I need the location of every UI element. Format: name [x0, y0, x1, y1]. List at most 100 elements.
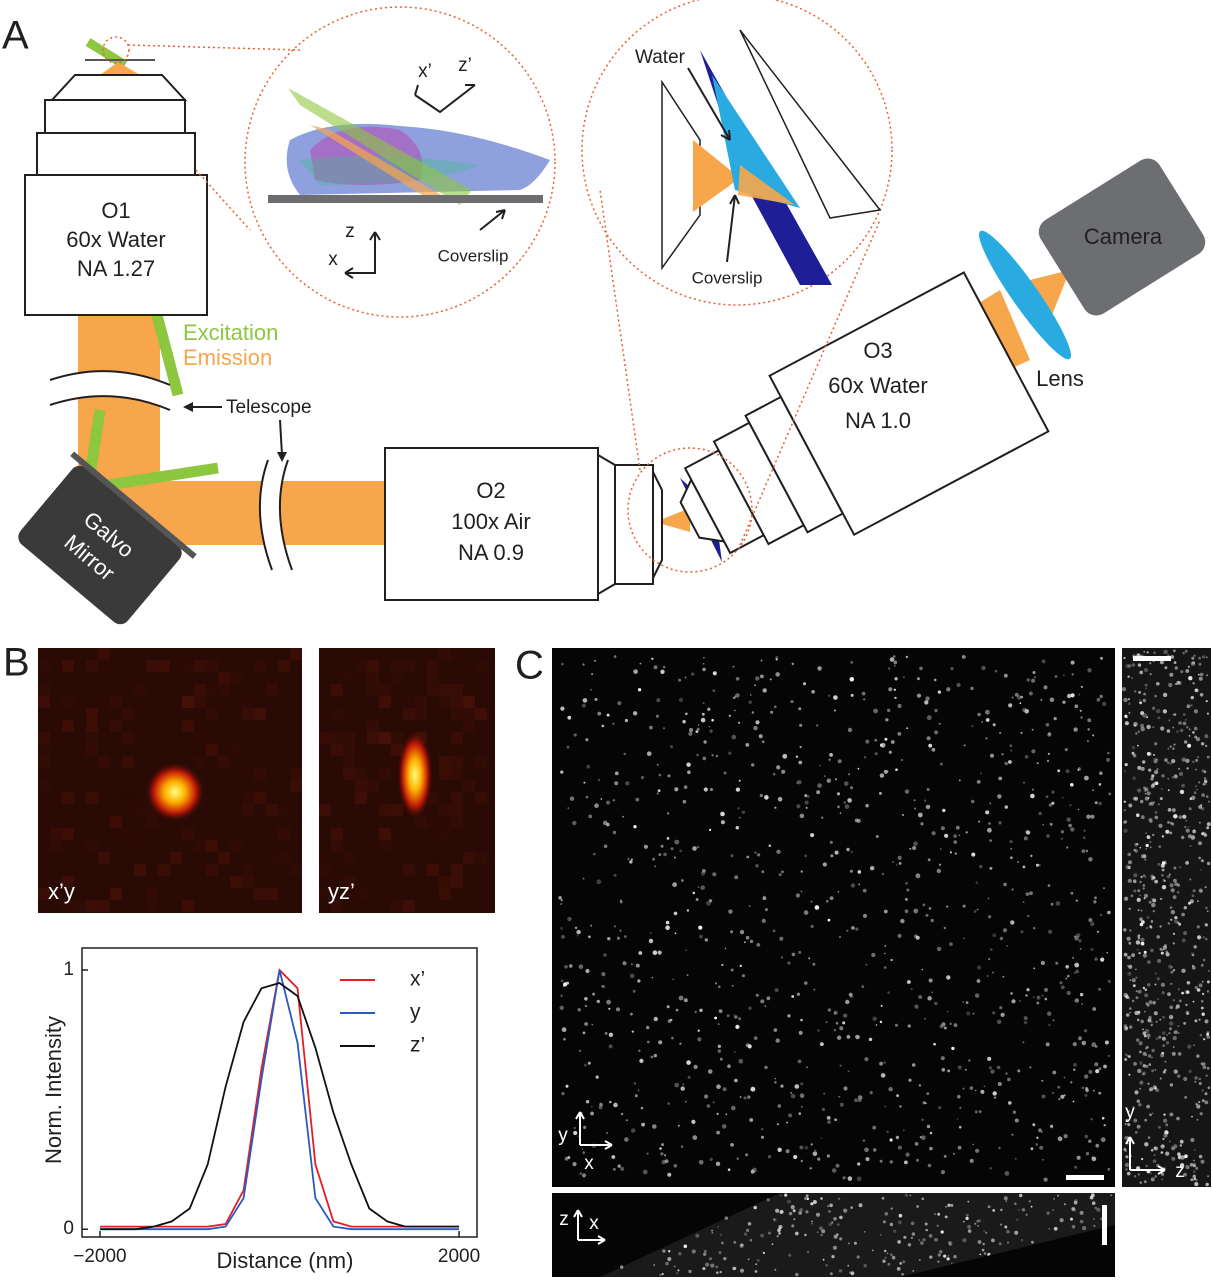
speckle [1077, 768, 1080, 771]
speckle [1070, 891, 1074, 895]
sample [100, 62, 140, 75]
speckle [1206, 1035, 1211, 1039]
speckle [596, 879, 602, 885]
speckle [732, 1266, 736, 1271]
speckle [1074, 998, 1080, 1003]
speckle [1070, 660, 1075, 665]
noise-pixel [331, 684, 343, 696]
zoom-guides [102, 0, 893, 573]
speckle [678, 678, 682, 682]
speckle [1151, 1112, 1154, 1115]
speckle [1183, 1022, 1186, 1025]
speckle [1199, 672, 1204, 677]
speckle [1128, 997, 1130, 1000]
speckle [803, 910, 809, 915]
speckle [1029, 1066, 1032, 1069]
speckle [790, 700, 794, 704]
speckle [1144, 787, 1149, 792]
speckle [886, 1252, 889, 1255]
break-line [258, 459, 293, 571]
speckle [1158, 823, 1163, 828]
speckle [1150, 784, 1155, 789]
speckle [1027, 914, 1030, 918]
speckle [1060, 985, 1065, 990]
speckle [1125, 1118, 1129, 1122]
speckle [885, 718, 889, 722]
speckle [1146, 916, 1150, 919]
speckle [775, 672, 780, 677]
speckle [784, 1193, 788, 1197]
speckle [1134, 1131, 1138, 1134]
speckle [1178, 815, 1183, 819]
speckle [850, 693, 854, 697]
speckle [582, 663, 585, 666]
speckle [944, 1215, 948, 1219]
break [259, 460, 292, 570]
speckle [1139, 894, 1141, 897]
speckle [1181, 991, 1184, 995]
speckle [925, 696, 930, 701]
speckle [1169, 1027, 1172, 1031]
speckle [1126, 1171, 1131, 1176]
noise-pixel [403, 660, 415, 672]
speckle [888, 1087, 893, 1092]
speckle [1098, 801, 1102, 806]
speckle [790, 1092, 792, 1094]
speckle [716, 1084, 721, 1089]
speckle [755, 720, 760, 725]
speckle [1206, 990, 1210, 993]
speckle [1030, 1205, 1033, 1208]
speckle [759, 793, 763, 798]
speckle [1128, 964, 1133, 969]
noise-pixel [391, 732, 403, 744]
speckle [777, 1104, 781, 1108]
speckle [989, 1167, 992, 1170]
speckle [1137, 934, 1140, 937]
speckle [1070, 827, 1075, 832]
speckle [1143, 667, 1149, 673]
speckle [1079, 947, 1082, 950]
speckle [781, 769, 786, 774]
speckle [1146, 835, 1151, 839]
speckle [810, 924, 814, 929]
speckle [857, 767, 860, 770]
speckle [1004, 1171, 1010, 1176]
speckle [800, 1018, 803, 1022]
objective-part [652, 471, 663, 579]
speckle [895, 1135, 900, 1140]
speckle [677, 1124, 680, 1127]
speckle [674, 839, 680, 845]
objective-part [597, 453, 616, 596]
speckle [651, 657, 654, 660]
speckle [616, 1007, 620, 1012]
speckle [937, 1260, 940, 1263]
speckle [1045, 723, 1050, 727]
psf-spot [397, 730, 433, 820]
speckle [857, 1098, 862, 1103]
noise-pixel [86, 900, 98, 912]
speckle [1052, 1070, 1057, 1075]
speckle [939, 1250, 943, 1254]
speckle [926, 715, 932, 721]
speckle [1011, 999, 1016, 1004]
speckle [898, 862, 902, 865]
arrow [687, 67, 731, 141]
noise-pixel [343, 768, 355, 780]
speckle [953, 834, 957, 838]
speckle [1070, 1217, 1073, 1221]
speckle [630, 1012, 633, 1016]
speckle [1100, 656, 1103, 660]
speckle [799, 1145, 804, 1150]
speckle [686, 1060, 691, 1065]
speckle [631, 963, 633, 966]
speckle [955, 825, 960, 830]
speckle [1172, 747, 1175, 750]
speckle [1087, 668, 1092, 673]
speckle [819, 1226, 823, 1231]
speckle [861, 985, 865, 988]
speckle [1059, 1218, 1064, 1223]
speckle [770, 710, 774, 714]
speckle [946, 975, 951, 980]
speckle [733, 1014, 736, 1016]
speckle [1123, 928, 1127, 932]
